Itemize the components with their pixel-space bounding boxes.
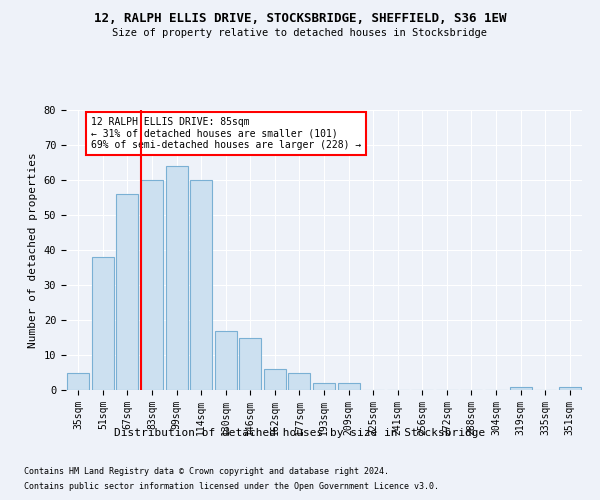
Bar [338,383,359,390]
Text: Contains HM Land Registry data © Crown copyright and database right 2024.: Contains HM Land Registry data © Crown c… [24,467,389,476]
Bar [264,369,286,390]
Bar [141,180,163,390]
Bar [92,257,114,390]
Text: Size of property relative to detached houses in Stocksbridge: Size of property relative to detached ho… [113,28,487,38]
Bar [289,372,310,390]
Text: 12 RALPH ELLIS DRIVE: 85sqm
← 31% of detached houses are smaller (101)
69% of se: 12 RALPH ELLIS DRIVE: 85sqm ← 31% of det… [91,117,361,150]
Bar [116,194,139,390]
Bar [559,386,581,390]
Bar [239,338,262,390]
Y-axis label: Number of detached properties: Number of detached properties [28,152,38,348]
Bar [509,386,532,390]
Bar [166,166,188,390]
Bar [313,383,335,390]
Bar [215,330,237,390]
Text: Contains public sector information licensed under the Open Government Licence v3: Contains public sector information licen… [24,482,439,491]
Bar [190,180,212,390]
Bar [67,372,89,390]
Text: Distribution of detached houses by size in Stocksbridge: Distribution of detached houses by size … [115,428,485,438]
Text: 12, RALPH ELLIS DRIVE, STOCKSBRIDGE, SHEFFIELD, S36 1EW: 12, RALPH ELLIS DRIVE, STOCKSBRIDGE, SHE… [94,12,506,26]
